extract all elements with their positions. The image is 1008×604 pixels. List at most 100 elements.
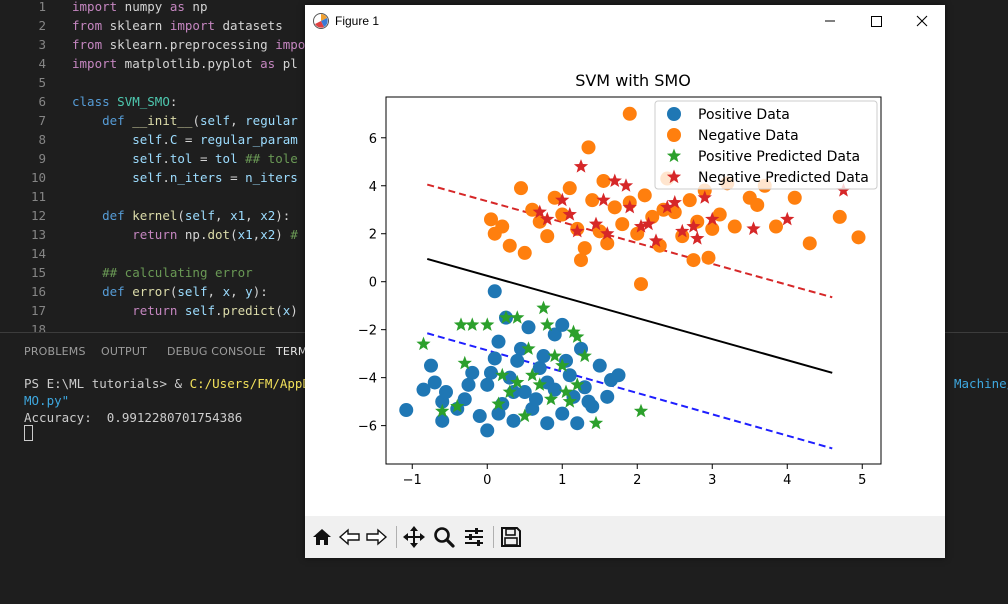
chart-title: SVM with SMO (575, 71, 691, 90)
close-button[interactable] (899, 5, 945, 37)
plot-canvas[interactable]: SVM with SMO −1 0 1 2 3 4 5 −6 −4 −2 0 2 4 6 Positive… (305, 37, 945, 516)
code-line-1: import numpy as np (72, 0, 208, 14)
y-tick-label: 0 (369, 276, 377, 291)
x-tick-label: 3 (708, 473, 716, 488)
data-point (558, 384, 574, 399)
data-point (566, 324, 581, 339)
data-point (570, 416, 585, 431)
data-point (491, 334, 506, 349)
data-point (634, 277, 648, 292)
code-line-9: self.tol = tol ## tole (132, 151, 298, 166)
tab-output[interactable]: OUTPUT (101, 345, 148, 358)
code-line-6: class SVM_SMO: (72, 94, 178, 109)
code-line-13: return np.dot(x1,x2) # (132, 227, 298, 242)
minimize-button[interactable] (807, 5, 853, 37)
data-point (465, 317, 480, 331)
legend-box (654, 100, 878, 190)
maximize-button[interactable] (853, 5, 899, 37)
line-number: 6 (38, 94, 46, 109)
data-point (675, 229, 690, 244)
maximize-icon (871, 16, 882, 27)
data-point (746, 221, 761, 235)
data-point (514, 181, 528, 196)
zoom-button[interactable] (431, 524, 457, 550)
legend-label: Negative Predicted Data (698, 170, 869, 186)
data-point (532, 377, 547, 391)
tab-debug-console[interactable]: DEBUG CONSOLE (167, 345, 266, 358)
data-point (622, 199, 637, 214)
data-point (536, 349, 551, 364)
terminal-line-1: PS E:\ML tutorials> & C:/Users/FM/AppDat (24, 375, 325, 392)
data-point (701, 250, 716, 265)
data-point (592, 224, 607, 239)
data-point (588, 415, 604, 430)
data-point (510, 310, 525, 324)
data-point (585, 193, 600, 208)
data-point (615, 217, 630, 232)
data-point (667, 195, 682, 209)
code-line-10: self.n_iters = n_iters (132, 170, 298, 185)
data-point (484, 365, 498, 380)
terminal-command-path: C:/Users/FM/AppDat (189, 376, 326, 391)
data-point (502, 384, 517, 399)
data-point (832, 209, 847, 224)
data-point (540, 317, 555, 331)
code-line-16: def error(self, x, y): (102, 284, 268, 299)
data-point (622, 106, 637, 121)
data-points (399, 106, 866, 438)
data-point (517, 408, 532, 423)
data-point (600, 389, 615, 404)
legend-label: Negative Data (698, 128, 799, 144)
save-button[interactable] (498, 524, 524, 550)
code-line-4: import matplotlib.pyplot as pl (72, 56, 298, 71)
data-point (498, 310, 514, 324)
tab-terminal[interactable]: TERM (276, 345, 308, 358)
code-line-3: from sklearn.preprocessing impo (72, 37, 306, 52)
data-point (555, 358, 570, 372)
configure-subplots-button[interactable] (461, 524, 487, 550)
data-point (675, 223, 690, 238)
magnifier-icon (434, 527, 455, 548)
data-point (562, 368, 577, 383)
data-point (510, 374, 525, 389)
code-line-12: def kernel(self, x1, x2): (102, 208, 291, 223)
data-point (787, 190, 802, 205)
data-point (487, 284, 502, 299)
forward-button[interactable] (363, 524, 389, 550)
data-point (633, 403, 649, 418)
data-point (472, 409, 487, 424)
positive-margin-line (426, 183, 833, 299)
x-tick-label: −1 (403, 473, 422, 488)
data-point (510, 353, 525, 368)
data-point (562, 207, 577, 221)
legend-marker (666, 148, 682, 163)
window-titlebar[interactable]: Figure 1 (305, 5, 945, 37)
home-button[interactable] (309, 524, 335, 550)
data-point (555, 317, 570, 332)
data-point (416, 382, 431, 397)
data-point (600, 226, 615, 240)
back-button[interactable] (337, 524, 363, 550)
data-point (484, 212, 498, 227)
toolbar-separator (396, 526, 397, 548)
data-point (506, 413, 521, 428)
tab-problems[interactable]: PROBLEMS (24, 345, 86, 358)
data-point (611, 368, 626, 383)
line-number: 16 (30, 284, 46, 299)
data-point (416, 336, 431, 351)
data-point (592, 358, 607, 373)
pan-button[interactable] (401, 524, 427, 550)
line-number: 14 (30, 246, 46, 261)
legend-label: Positive Predicted Data (698, 149, 860, 165)
data-point (555, 406, 570, 421)
line-number: 2 (38, 18, 46, 33)
data-point (588, 216, 604, 231)
data-point (465, 365, 480, 380)
data-point (727, 219, 742, 234)
data-point (577, 241, 592, 256)
data-point (596, 192, 611, 207)
data-point (697, 190, 712, 204)
data-point (577, 348, 592, 363)
data-point (648, 233, 664, 247)
figure-window[interactable]: Figure 1 SVM with SMO −1 0 1 2 3 4 5 −6 −4 −2 0 2 4 6… (305, 5, 945, 558)
